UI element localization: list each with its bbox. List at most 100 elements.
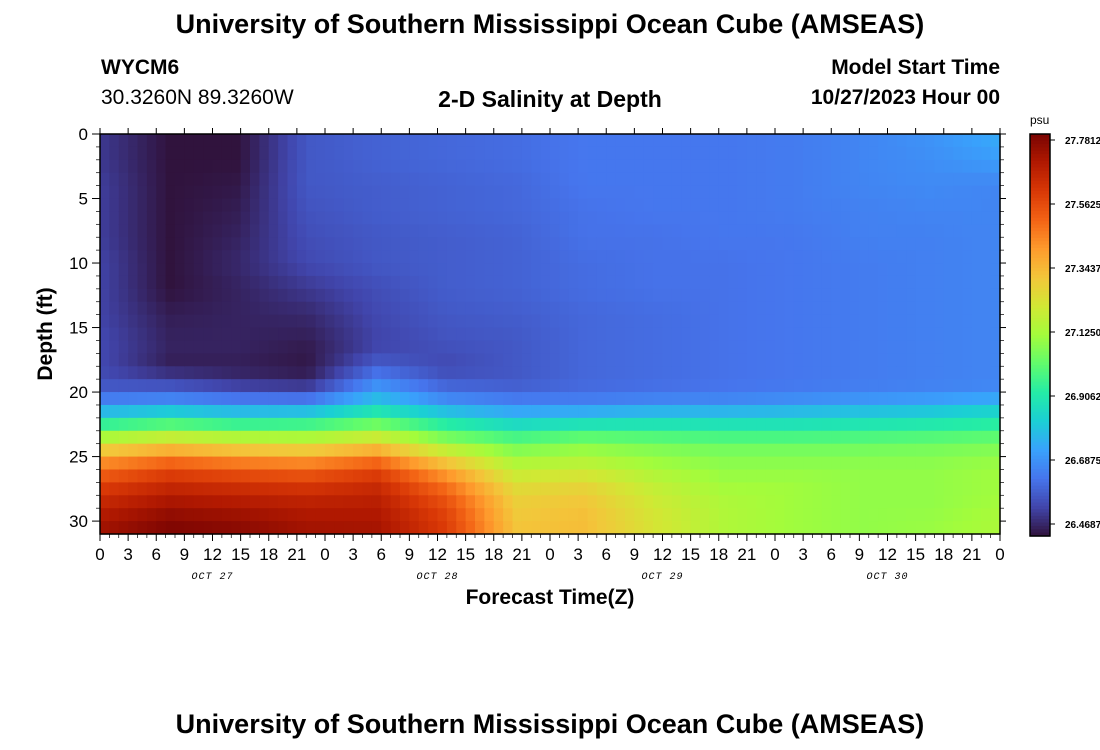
heatmap-cell xyxy=(793,443,804,458)
heatmap-cell xyxy=(868,340,879,354)
x-tick-label: 9 xyxy=(630,545,639,564)
colorbar-swatch xyxy=(1030,247,1050,252)
heatmap-cell xyxy=(756,146,767,161)
heatmap-cell xyxy=(343,327,354,342)
heatmap-cell xyxy=(812,353,823,367)
heatmap-cell xyxy=(250,159,260,174)
heatmap-cell xyxy=(821,172,832,187)
x-tick-label: 6 xyxy=(827,545,836,564)
heatmap-cell xyxy=(334,146,345,161)
heatmap-cell xyxy=(540,521,551,535)
heatmap-cell xyxy=(390,379,401,393)
heatmap-cell xyxy=(925,495,935,509)
heatmap-cell xyxy=(409,237,420,251)
heatmap-cell xyxy=(737,224,748,238)
heatmap-cell xyxy=(962,224,973,238)
heatmap-cell xyxy=(587,275,598,290)
heatmap-cell xyxy=(100,211,110,225)
heatmap-cell xyxy=(700,288,710,303)
heatmap-cell xyxy=(287,404,298,419)
heatmap-cell xyxy=(296,250,307,264)
heatmap-cell xyxy=(325,314,335,329)
heatmap-cell xyxy=(634,404,645,419)
heatmap-cell xyxy=(212,185,223,200)
colorbar-swatch xyxy=(1030,224,1050,229)
heatmap-cell xyxy=(925,146,935,161)
heatmap-cell xyxy=(718,353,729,367)
heatmap-cell xyxy=(521,469,532,483)
heatmap-cell xyxy=(990,185,1001,200)
heatmap-cell xyxy=(915,417,926,432)
heatmap-cell xyxy=(446,327,457,342)
heatmap-cell xyxy=(756,340,767,354)
heatmap-cell xyxy=(681,301,692,316)
heatmap-cell xyxy=(353,521,364,535)
heatmap-cell xyxy=(465,288,476,303)
x-tick-label: 6 xyxy=(602,545,611,564)
heatmap-cell xyxy=(484,250,495,264)
heatmap-cell xyxy=(915,495,926,509)
heatmap-cell xyxy=(812,327,823,342)
heatmap-cell xyxy=(390,250,401,264)
heatmap-cell xyxy=(840,366,851,380)
heatmap-cell xyxy=(296,417,307,432)
heatmap-cell xyxy=(953,146,964,161)
heatmap-cell xyxy=(775,146,785,161)
heatmap-cell xyxy=(315,366,326,380)
heatmap-cell xyxy=(428,134,439,148)
heatmap-cell xyxy=(118,263,129,277)
heatmap-cell xyxy=(643,508,654,522)
heatmap-cell xyxy=(990,521,1001,535)
heatmap-cell xyxy=(775,392,785,406)
heatmap-cell xyxy=(625,146,635,161)
heatmap-cell xyxy=(634,327,645,342)
heatmap-cell xyxy=(784,237,795,251)
heatmap-cell xyxy=(250,366,260,380)
heatmap-cell xyxy=(953,508,964,522)
heatmap-cell xyxy=(456,237,467,251)
heatmap-cell xyxy=(521,508,532,522)
heatmap-cell xyxy=(137,185,148,200)
heatmap-cell xyxy=(465,237,476,251)
heatmap-cell xyxy=(503,134,514,148)
heatmap-cell xyxy=(296,392,307,406)
colorbar-swatch xyxy=(1030,398,1050,403)
heatmap-cell xyxy=(737,134,748,148)
heatmap-cell xyxy=(315,250,326,264)
heatmap-cell xyxy=(203,301,214,316)
heatmap-cell xyxy=(709,340,720,354)
heatmap-cell xyxy=(690,482,701,496)
heatmap-cell xyxy=(643,224,654,238)
heatmap-cell xyxy=(690,443,701,458)
heatmap-cell xyxy=(943,456,954,471)
heatmap-cell xyxy=(887,185,898,200)
heatmap-cell xyxy=(381,211,392,225)
heatmap-cell xyxy=(587,430,598,445)
heatmap-cell xyxy=(634,430,645,445)
heatmap-cell xyxy=(840,250,851,264)
heatmap-cell xyxy=(240,250,251,264)
heatmap-cell xyxy=(465,482,476,496)
heatmap-cell xyxy=(728,134,739,148)
heatmap-cell xyxy=(259,417,270,432)
heatmap-cell xyxy=(887,379,898,393)
heatmap-cell xyxy=(540,250,551,264)
heatmap-cell xyxy=(925,340,935,354)
heatmap-cell xyxy=(568,430,579,445)
heatmap-cell xyxy=(775,314,785,329)
heatmap-cell xyxy=(653,185,664,200)
heatmap-cell xyxy=(212,392,223,406)
heatmap-cell xyxy=(784,172,795,187)
heatmap-cell xyxy=(634,353,645,367)
heatmap-cell xyxy=(353,237,364,251)
heatmap-cell xyxy=(165,211,176,225)
heatmap-cell xyxy=(381,430,392,445)
heatmap-cell xyxy=(437,353,448,367)
heatmap-cell xyxy=(306,340,317,354)
heatmap-cell xyxy=(446,495,457,509)
heatmap-cell xyxy=(821,521,832,535)
heatmap-cell xyxy=(718,301,729,316)
heatmap-cell xyxy=(334,482,345,496)
heatmap-cell xyxy=(409,211,420,225)
heatmap-cell xyxy=(868,134,879,148)
